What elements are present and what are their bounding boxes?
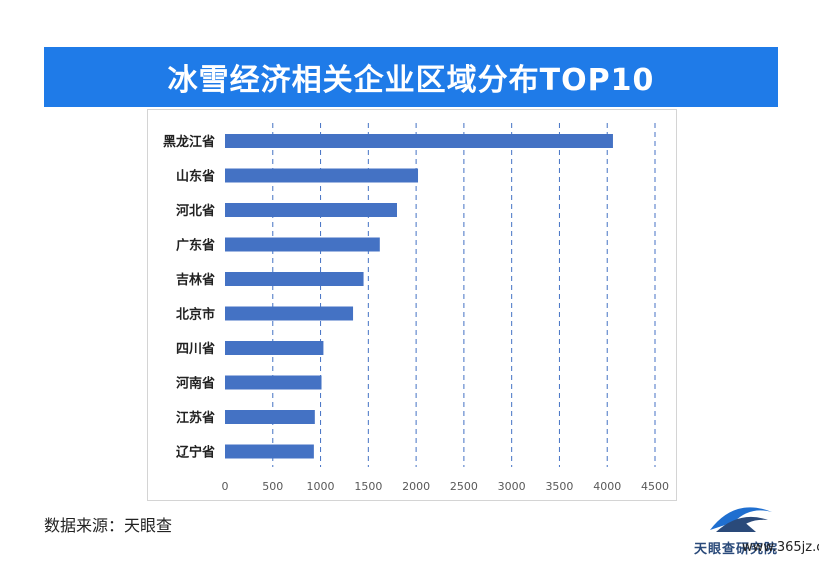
x-tick-label: 1500 [354, 480, 382, 493]
bar-chart: 0 500 1000 1500 2000 2500 3000 3500 4000 4500 黑龙江省… [163, 123, 669, 493]
bar [225, 272, 364, 286]
x-tick-label: 3500 [545, 480, 573, 493]
bar [225, 168, 419, 183]
x-tick-label: 2000 [402, 480, 430, 493]
category-label: 山东省 [176, 169, 215, 185]
x-tick-label: 500 [262, 480, 283, 493]
x-tick-label: 4500 [641, 480, 669, 493]
watermark: www.365jz.com [742, 540, 819, 555]
category-label: 广东省 [176, 238, 215, 254]
x-tick-label: 1000 [307, 480, 335, 493]
category-label: 江苏省 [176, 410, 215, 426]
chart-title: 冰雪经济相关企业区域分布TOP10 [167, 63, 655, 98]
x-tick-label: 0 [222, 480, 229, 493]
bar [225, 444, 314, 459]
bar [225, 341, 324, 355]
x-tick-label: 2500 [450, 480, 478, 493]
bar [225, 237, 380, 252]
chart-frame: 0 500 1000 1500 2000 2500 3000 3500 4000 4500 黑龙江省… [147, 109, 677, 501]
bar [225, 134, 613, 148]
category-label: 北京市 [176, 307, 215, 323]
source-note: 数据来源：天眼查 [44, 516, 173, 535]
chart-title-banner: 冰雪经济相关企业区域分布TOP10 [44, 47, 778, 107]
bar [225, 375, 322, 390]
bar [225, 410, 315, 424]
category-label: 河南省 [176, 376, 215, 392]
x-tick-label: 4000 [593, 480, 621, 493]
bar [225, 203, 397, 217]
bar [225, 306, 354, 321]
category-label: 四川省 [176, 341, 215, 357]
category-label: 黑龙江省 [163, 134, 215, 150]
logo-text: 天眼查研究院 [694, 542, 779, 557]
category-label: 辽宁省 [176, 445, 215, 461]
category-label: 吉林省 [176, 272, 215, 288]
tianyancha-logo-icon [710, 507, 772, 532]
x-tick-label: 3000 [498, 480, 526, 493]
category-label: 河北省 [176, 203, 215, 219]
